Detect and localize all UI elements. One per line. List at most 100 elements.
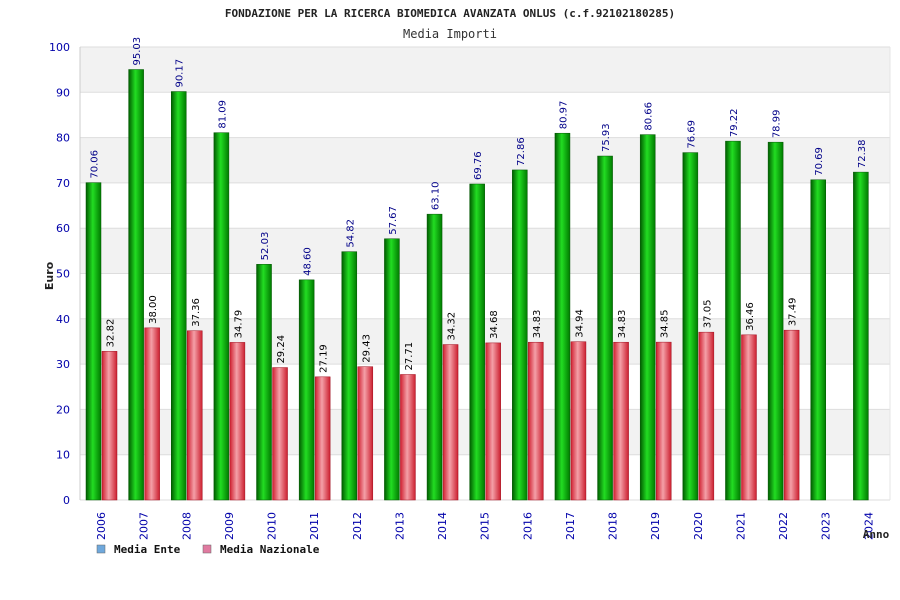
- x-axis-label: Anno: [863, 528, 890, 541]
- x-tick-label: 2022: [777, 512, 790, 540]
- bar-media-ente: [512, 169, 528, 501]
- bar-media-nazionale: [400, 374, 416, 501]
- data-label: 72.86: [516, 137, 527, 166]
- data-label: 34.85: [660, 309, 671, 338]
- x-tick-label: 2016: [521, 512, 534, 540]
- bar-media-ente: [384, 238, 400, 501]
- bars: [85, 69, 869, 501]
- legend-label-ente: Media Ente: [114, 543, 181, 556]
- y-tick-label: 40: [56, 313, 70, 326]
- bar-media-nazionale: [613, 341, 629, 501]
- y-tick-label: 20: [56, 403, 70, 416]
- bar-media-ente: [341, 251, 358, 501]
- data-label: 37.05: [702, 300, 713, 329]
- data-label: 70.69: [814, 147, 825, 176]
- x-tick-label: 2020: [692, 512, 705, 540]
- data-label: 34.83: [617, 310, 628, 339]
- data-label: 90.17: [175, 59, 186, 88]
- bar-media-ente: [853, 171, 869, 501]
- y-axis-ticks: 0 10 20 30 40 50 60 70 80 90 100: [49, 41, 70, 507]
- bar-media-nazionale: [314, 376, 331, 501]
- x-tick-label: 2023: [820, 512, 833, 540]
- bar-media-ente: [597, 155, 613, 501]
- bar-media-ente: [298, 279, 315, 501]
- legend-swatch-nazionale: [202, 544, 212, 554]
- data-label: 27.71: [404, 342, 415, 371]
- data-label: 34.83: [532, 310, 543, 339]
- bar-labels: 70.06 32.82 95.03 38.00 90.17 37.36 81.09 34.79…: [90, 37, 868, 373]
- data-label: 72.38: [857, 139, 868, 168]
- data-label: 27.19: [319, 344, 330, 373]
- x-tick-label: 2013: [393, 512, 406, 540]
- y-tick-label: 70: [56, 177, 70, 190]
- y-tick-label: 90: [56, 86, 70, 99]
- data-label: 37.49: [788, 298, 799, 327]
- bar-media-ente: [85, 182, 102, 501]
- bar-media-nazionale: [485, 342, 501, 501]
- legend-swatch-ente: [96, 544, 106, 554]
- y-tick-label: 50: [56, 268, 70, 281]
- bar-media-nazionale: [783, 329, 800, 501]
- data-label: 63.10: [431, 182, 442, 211]
- data-label: 34.68: [489, 310, 500, 339]
- x-tick-label: 2008: [180, 512, 193, 540]
- x-tick-label: 2009: [223, 512, 236, 540]
- bar-media-nazionale: [144, 327, 160, 501]
- bar-media-ente: [213, 132, 230, 501]
- y-tick-label: 80: [56, 132, 70, 145]
- data-label: 32.82: [106, 319, 117, 348]
- data-label: 70.06: [90, 150, 101, 179]
- data-label: 48.60: [303, 247, 314, 276]
- y-tick-label: 60: [56, 222, 70, 235]
- x-tick-label: 2024: [862, 512, 875, 540]
- x-tick-label: 2012: [351, 512, 364, 540]
- data-label: 80.66: [644, 102, 655, 131]
- bar-media-ente: [767, 141, 784, 501]
- x-tick-label: 2018: [607, 512, 620, 540]
- data-label: 34.32: [447, 312, 458, 341]
- bar-media-ente: [639, 134, 656, 501]
- data-label: 38.00: [148, 295, 159, 324]
- bar-media-nazionale: [570, 341, 587, 501]
- bar-media-ente: [682, 152, 699, 501]
- bar-media-nazionale: [101, 351, 118, 501]
- data-label: 57.67: [388, 206, 399, 235]
- bar-media-ente: [128, 69, 144, 501]
- bar-media-ente: [554, 132, 571, 501]
- x-tick-label: 2011: [308, 512, 321, 540]
- bar-media-ente: [171, 91, 187, 501]
- grid-band: [80, 47, 890, 93]
- chart-subtitle: Media Importi: [403, 27, 497, 41]
- y-tick-label: 10: [56, 449, 70, 462]
- bar-media-ente: [469, 183, 485, 501]
- x-tick-label: 2015: [479, 512, 492, 540]
- data-label: 52.03: [260, 232, 271, 261]
- x-tick-label: 2006: [95, 512, 108, 540]
- x-tick-label: 2014: [436, 512, 449, 540]
- data-label: 54.82: [345, 219, 356, 248]
- data-label: 95.03: [132, 37, 143, 66]
- bar-media-nazionale: [741, 334, 757, 501]
- data-label: 79.22: [729, 108, 740, 137]
- y-tick-label: 0: [63, 494, 70, 507]
- data-label: 29.24: [276, 335, 287, 364]
- bar-media-nazionale: [357, 366, 374, 501]
- x-tick-label: 2019: [649, 512, 662, 540]
- x-tick-label: 2021: [734, 512, 747, 540]
- x-tick-label: 2010: [266, 512, 279, 540]
- data-label: 76.69: [686, 120, 697, 149]
- data-label: 75.93: [601, 123, 612, 152]
- y-tick-label: 30: [56, 358, 70, 371]
- bar-media-ente: [256, 264, 272, 501]
- y-axis-label: Euro: [43, 261, 56, 290]
- data-label: 80.97: [558, 101, 569, 130]
- bar-media-nazionale: [229, 342, 246, 501]
- bar-media-nazionale: [655, 341, 672, 501]
- data-label: 36.46: [745, 302, 756, 331]
- legend: Media Ente Media Nazionale: [96, 543, 320, 556]
- data-label: 78.99: [772, 110, 783, 139]
- bar-media-nazionale: [187, 330, 203, 501]
- data-label: 69.76: [473, 151, 484, 180]
- bar-media-nazionale: [528, 341, 544, 501]
